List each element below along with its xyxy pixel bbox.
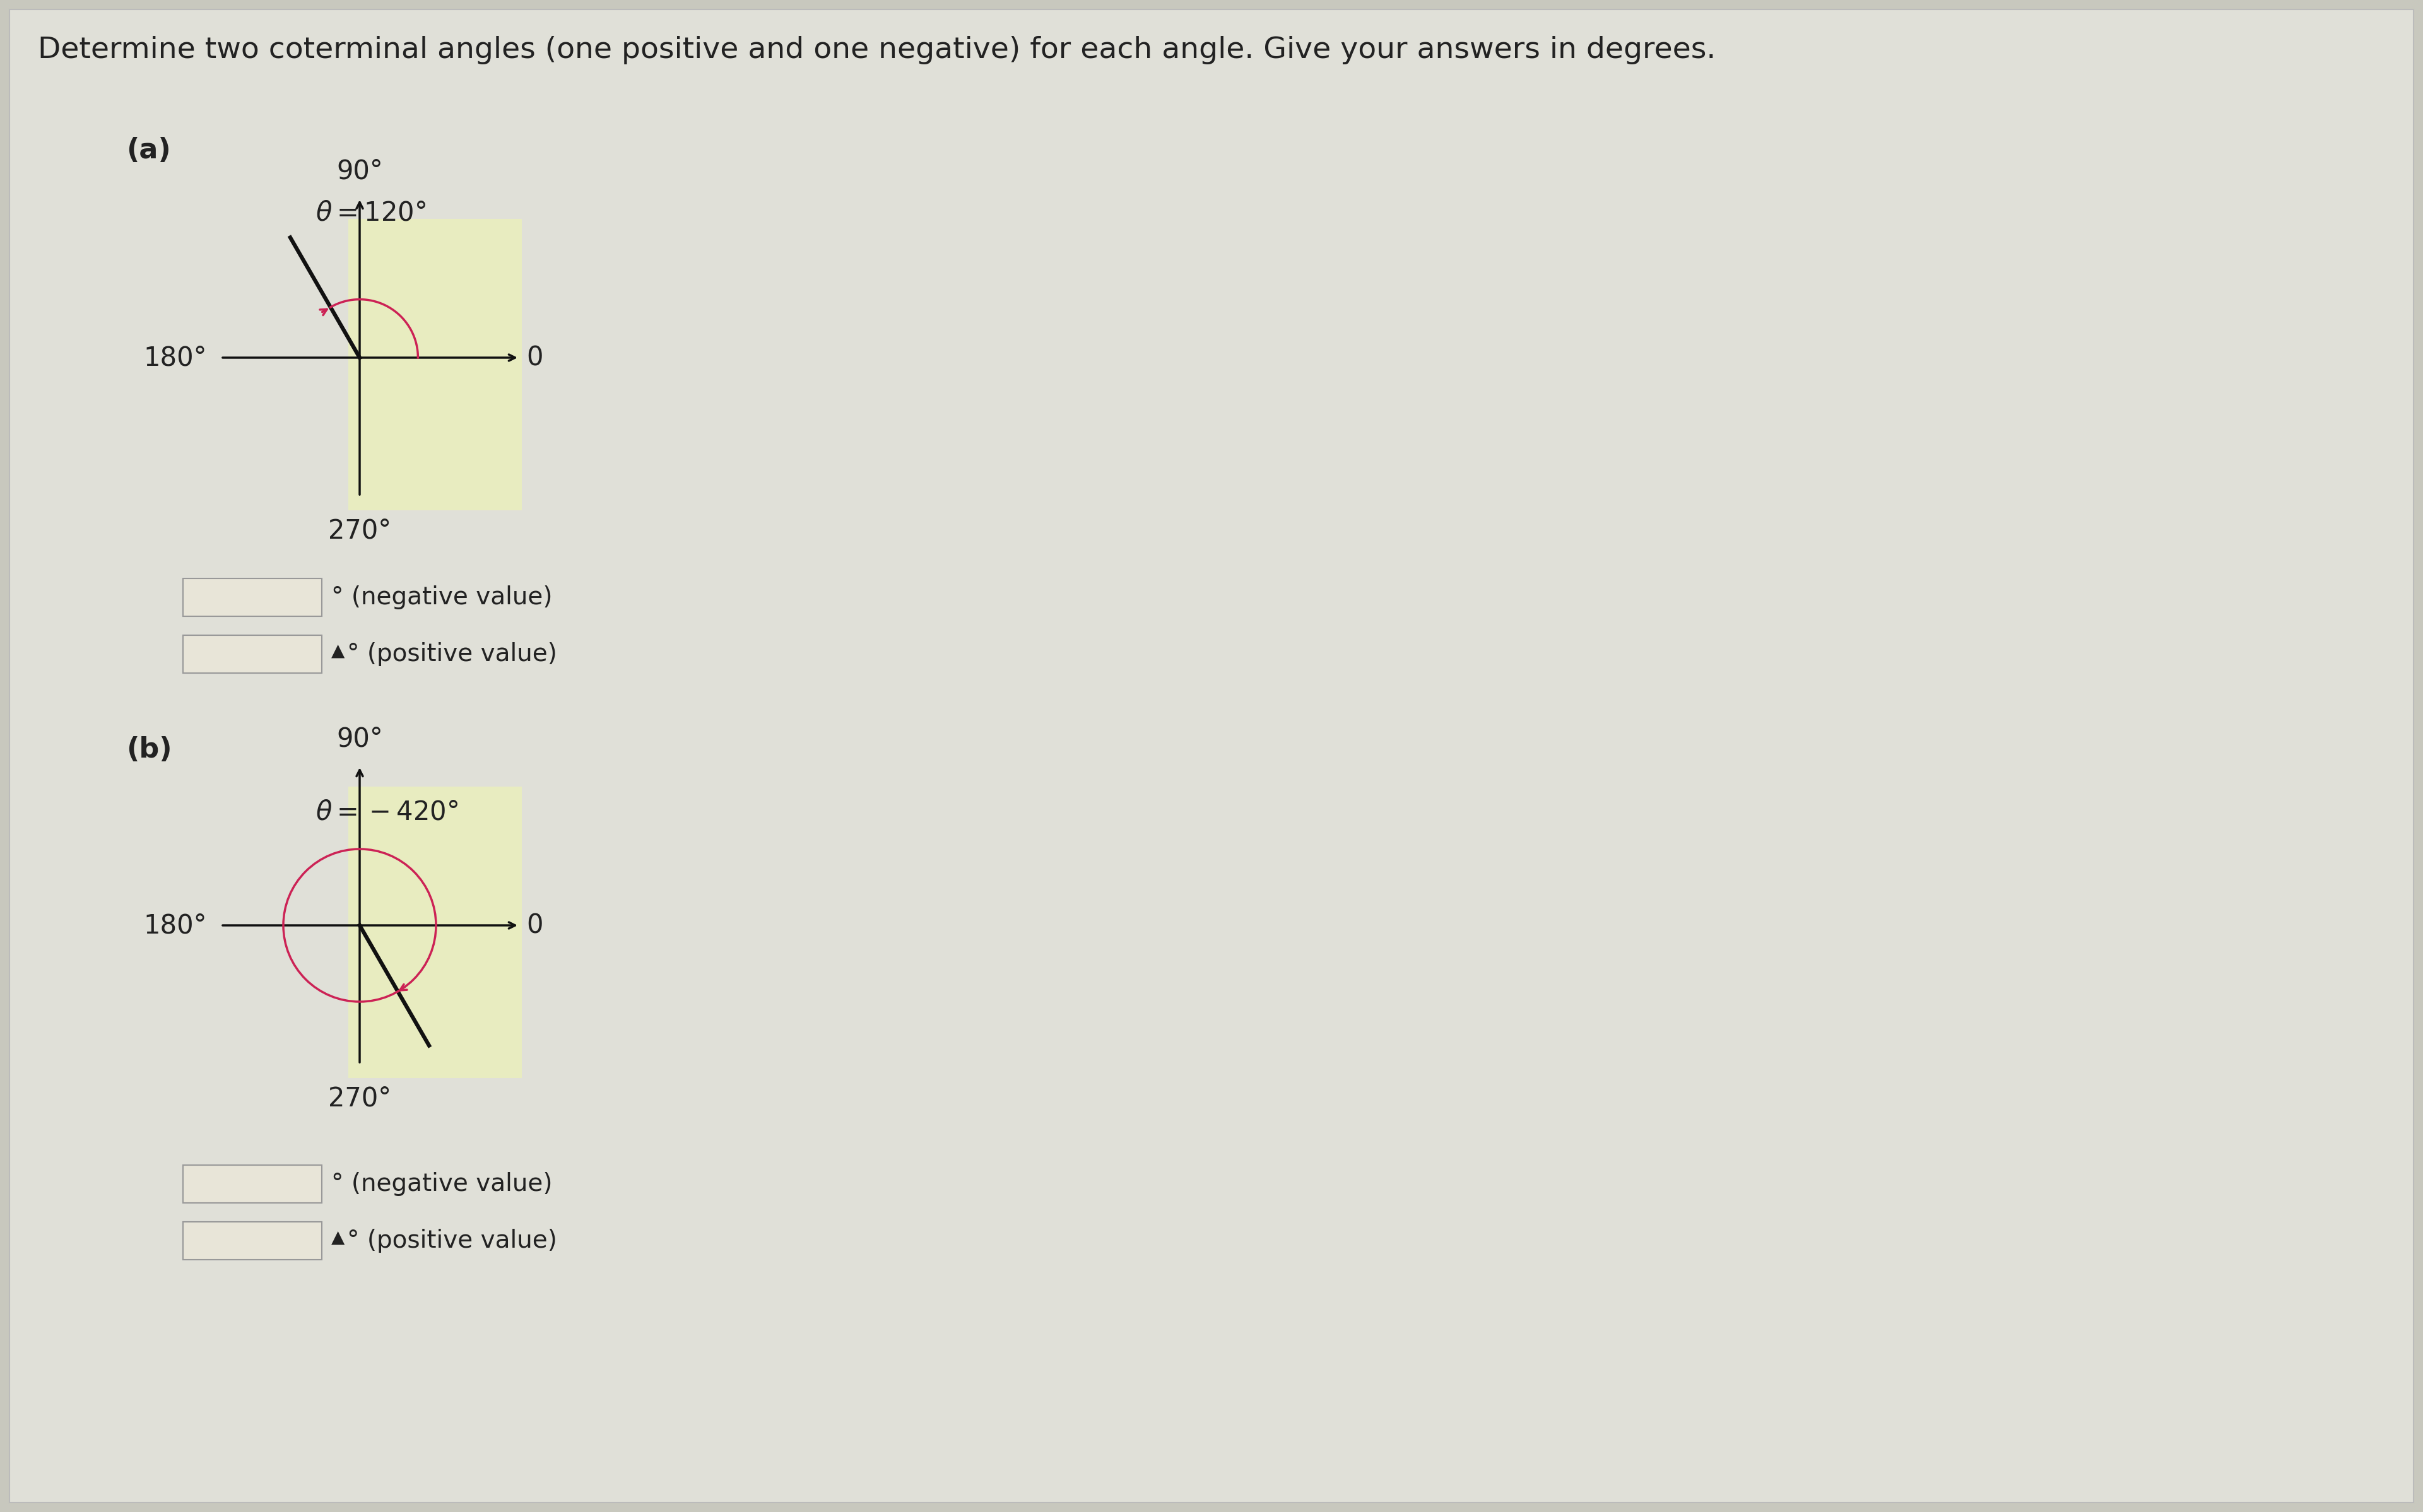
Text: ° (positive value): ° (positive value) <box>346 643 557 667</box>
Text: (b): (b) <box>126 736 172 764</box>
Text: Determine two coterminal angles (one positive and one negative) for each angle. : Determine two coterminal angles (one pos… <box>39 36 1715 65</box>
Bar <box>349 219 521 511</box>
Text: ▲: ▲ <box>332 1229 344 1246</box>
Bar <box>184 635 322 673</box>
Text: 0: 0 <box>526 912 543 939</box>
Text: 90°: 90° <box>337 726 383 751</box>
Text: ° (positive value): ° (positive value) <box>346 1229 557 1253</box>
Text: $\theta = -420°$: $\theta = -420°$ <box>315 798 458 826</box>
Bar <box>349 786 521 1078</box>
Bar <box>184 1222 322 1259</box>
Text: 0: 0 <box>526 345 543 370</box>
Text: ° (negative value): ° (negative value) <box>332 1172 552 1196</box>
Text: 270°: 270° <box>327 1086 390 1111</box>
Text: ▲: ▲ <box>332 643 344 659</box>
Text: $\theta = 120°$: $\theta = 120°$ <box>315 200 426 225</box>
Text: ° (negative value): ° (negative value) <box>332 585 552 609</box>
Text: (a): (a) <box>126 138 172 163</box>
Bar <box>184 1166 322 1204</box>
Text: 180°: 180° <box>143 345 206 370</box>
Text: 270°: 270° <box>327 517 390 544</box>
Bar <box>184 579 322 617</box>
Text: 180°: 180° <box>143 912 206 939</box>
Text: 90°: 90° <box>337 157 383 184</box>
